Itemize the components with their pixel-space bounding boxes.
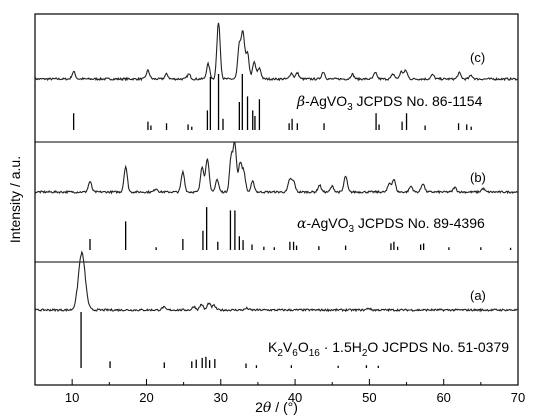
x-tick-label: 10 — [65, 390, 79, 405]
pattern-line-a — [34, 250, 518, 313]
pattern-line-b — [34, 141, 518, 195]
y-axis-title: Intensity / a.u. — [7, 156, 23, 243]
x-tick-label: 70 — [511, 390, 525, 405]
reference-label-c: β-AgVO3 JCPDS No. 86-1154 — [296, 93, 483, 113]
plot-area: 10 20 30 40 50 60 70 2θ / (°) Intensity / a.u. (c… — [7, 13, 525, 416]
x-tick-label: 50 — [362, 390, 376, 405]
x-tick-label: 20 — [139, 390, 153, 405]
panel-label-a: (a) — [470, 288, 486, 303]
reference-label-b: α-AgVO3 JCPDS No. 89-4396 — [297, 215, 485, 235]
x-tick-label: 30 — [214, 390, 228, 405]
panel-label-c: (c) — [470, 50, 485, 65]
reference-label-a: K2V6O16 · 1.5H2O JCPDS No. 51-0379 — [268, 339, 509, 359]
x-axis-title: 2θ / (°) — [255, 399, 298, 416]
x-tick-label: 40 — [288, 390, 302, 405]
plot-frame — [34, 13, 519, 386]
x-tick-label: 60 — [436, 390, 450, 405]
panel-label-b: (b) — [470, 170, 486, 185]
pattern-line-c — [34, 22, 518, 82]
